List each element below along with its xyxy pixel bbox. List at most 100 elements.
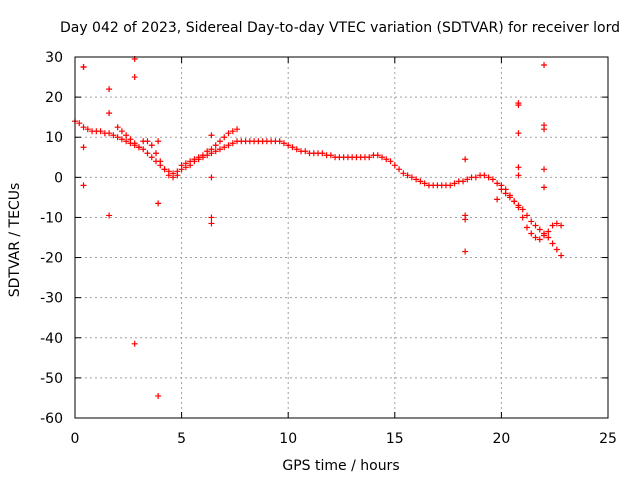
data-point <box>545 228 552 235</box>
data-point <box>123 138 130 145</box>
data-point <box>523 212 530 219</box>
data-point <box>229 140 236 147</box>
data-point <box>553 246 560 253</box>
data-point <box>195 154 202 161</box>
data-point <box>502 186 509 193</box>
data-point <box>148 142 155 149</box>
data-point <box>462 156 469 163</box>
data-point <box>80 182 87 189</box>
x-tick-label: 20 <box>492 431 510 447</box>
y-tick-label: 10 <box>45 130 63 146</box>
data-point <box>157 158 164 165</box>
data-point <box>170 174 177 181</box>
data-point <box>558 222 565 229</box>
data-point <box>280 140 287 147</box>
data-point <box>293 146 300 153</box>
x-tick-label: 15 <box>386 431 404 447</box>
data-point <box>528 218 535 225</box>
data-point <box>114 134 121 141</box>
data-point <box>523 224 530 231</box>
data-point <box>208 174 215 181</box>
data-point <box>106 110 113 117</box>
data-point <box>494 180 501 187</box>
data-point <box>221 144 228 151</box>
data-point <box>208 214 215 221</box>
data-point <box>421 180 428 187</box>
data-point <box>528 230 535 237</box>
data-point <box>80 124 87 131</box>
y-tick-label: 0 <box>54 170 63 186</box>
y-tick-label: -30 <box>40 291 63 307</box>
data-point <box>131 340 138 347</box>
data-point <box>553 220 560 227</box>
data-point <box>208 146 215 153</box>
data-point <box>110 132 117 139</box>
data-point <box>536 236 543 243</box>
data-point <box>460 178 467 185</box>
data-point <box>106 212 113 219</box>
data-point <box>276 138 283 145</box>
data-point <box>327 152 334 159</box>
data-point <box>498 182 505 189</box>
data-point <box>208 220 215 227</box>
data-point <box>515 130 522 137</box>
data-point <box>187 158 194 165</box>
data-point <box>148 154 155 161</box>
data-point <box>541 166 548 173</box>
data-point <box>155 138 162 145</box>
data-point <box>515 172 522 179</box>
series-offset-track-A <box>114 124 241 181</box>
data-point <box>413 176 420 183</box>
data-point <box>191 156 198 163</box>
data-point <box>396 166 403 173</box>
data-point <box>225 142 232 149</box>
data-point <box>153 150 160 157</box>
data-point <box>400 170 407 177</box>
data-point <box>106 86 113 93</box>
data-point <box>114 124 121 131</box>
data-point <box>489 176 496 183</box>
data-point <box>383 156 390 163</box>
data-point <box>481 172 488 179</box>
data-point <box>462 216 469 223</box>
data-point <box>545 234 552 241</box>
data-point <box>123 132 130 139</box>
data-point <box>155 392 162 399</box>
data-point <box>76 120 83 127</box>
data-point <box>216 146 223 153</box>
data-point <box>182 160 189 167</box>
data-point <box>447 182 454 189</box>
data-point <box>472 174 479 181</box>
x-tick-label: 5 <box>177 431 186 447</box>
x-tick-label: 0 <box>71 431 80 447</box>
data-point <box>229 128 236 135</box>
data-point <box>174 172 181 179</box>
data-point <box>536 226 543 233</box>
data-point <box>519 214 526 221</box>
y-tick-label: -20 <box>40 251 63 267</box>
data-point <box>208 132 215 139</box>
data-point <box>374 152 381 159</box>
data-point <box>387 158 394 165</box>
data-point <box>212 142 219 149</box>
data-point <box>106 130 113 137</box>
data-point <box>417 178 424 185</box>
data-point <box>532 234 539 241</box>
data-point <box>135 144 142 151</box>
data-point <box>549 240 556 247</box>
y-tick-label: -50 <box>40 371 63 387</box>
data-point <box>144 138 151 145</box>
data-point <box>118 136 125 143</box>
data-point <box>506 192 513 199</box>
data-point <box>285 142 292 149</box>
data-point <box>515 164 522 171</box>
y-tick-label: 30 <box>45 50 63 66</box>
x-tick-label: 10 <box>279 431 297 447</box>
data-point <box>379 154 386 161</box>
y-tick-label: -10 <box>40 210 63 226</box>
data-point <box>541 62 548 69</box>
data-point <box>319 150 326 157</box>
data-point <box>144 150 151 157</box>
data-point <box>532 222 539 229</box>
